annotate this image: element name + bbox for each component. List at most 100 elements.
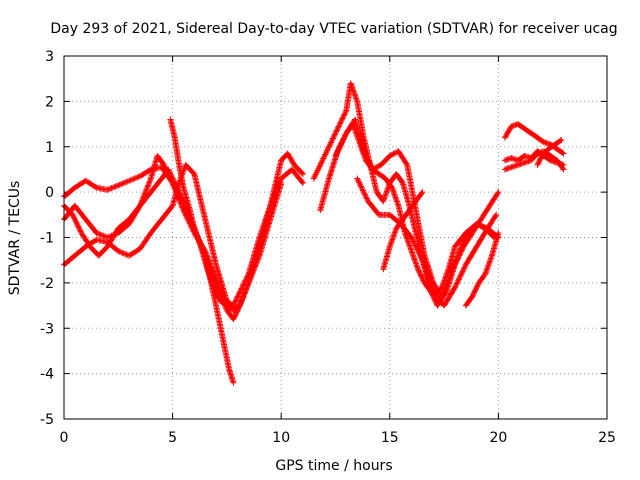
data-point [207, 276, 214, 283]
data-point [399, 178, 406, 185]
data-point [358, 183, 365, 190]
data-point [118, 249, 125, 256]
data-point [336, 143, 343, 150]
y-tick-label: -4 [40, 367, 54, 383]
x-axis-label: GPS time / hours [275, 458, 392, 474]
data-point [460, 267, 467, 274]
data-point [356, 179, 363, 186]
data-point [165, 170, 172, 177]
data-point [483, 266, 490, 273]
data-point [364, 156, 371, 163]
data-point [276, 179, 283, 186]
data-point [482, 269, 489, 276]
data-point [409, 235, 416, 242]
data-point [141, 190, 148, 197]
data-point [352, 94, 359, 101]
data-point [122, 179, 129, 186]
data-point [453, 281, 460, 288]
data-point [484, 265, 491, 272]
data-point [403, 234, 410, 241]
data-point [312, 171, 319, 178]
data-point [452, 257, 459, 264]
data-point [444, 278, 451, 285]
data-point [111, 231, 118, 238]
data-point [413, 245, 420, 252]
data-point [453, 280, 460, 287]
data-point [348, 83, 355, 90]
data-point [455, 250, 462, 257]
plot-frame [63, 55, 608, 420]
data-point [333, 127, 340, 134]
data-point [289, 158, 296, 165]
data-point [107, 233, 114, 240]
data-point [176, 194, 183, 201]
data-point [163, 167, 170, 174]
data-point [273, 187, 280, 194]
data-point [69, 211, 76, 218]
data-point [316, 163, 323, 170]
data-point [535, 159, 542, 166]
data-point [136, 203, 143, 210]
y-axis-label: SDTVAR / TECUs [7, 181, 23, 296]
data-point [365, 158, 372, 165]
data-point [414, 247, 421, 254]
series-track-e [167, 116, 306, 314]
data-point [361, 190, 368, 197]
series-track-o [534, 136, 565, 168]
data-point [275, 182, 282, 189]
x-tick-label: 15 [381, 430, 399, 446]
data-point [146, 178, 153, 185]
data-point [381, 195, 388, 202]
data-point [127, 177, 134, 184]
data-point [536, 158, 543, 165]
x-tick-label: 0 [60, 430, 69, 446]
data-point [193, 232, 200, 239]
data-point [245, 281, 252, 288]
data-point [167, 174, 174, 181]
data-point [286, 153, 293, 160]
data-point [232, 310, 239, 317]
data-point [177, 196, 184, 203]
data-point [495, 229, 502, 236]
data-point [135, 173, 142, 180]
data-point [409, 249, 416, 256]
data-point [503, 132, 510, 139]
data-point [269, 197, 276, 204]
data-point [341, 111, 348, 118]
y-tick-label: 2 [45, 94, 54, 110]
data-point [351, 89, 358, 96]
data-point [440, 288, 447, 295]
y-tick-label: 1 [45, 140, 54, 156]
x-tick-label: 5 [168, 430, 177, 446]
data-point [354, 176, 361, 183]
data-point [410, 253, 417, 260]
data-point [324, 146, 331, 153]
data-point [115, 248, 122, 255]
data-point [451, 260, 458, 267]
data-point [341, 134, 348, 141]
data-point [389, 236, 396, 243]
data-point [166, 173, 173, 180]
data-point [452, 283, 459, 290]
data-point [352, 92, 359, 99]
data-point [230, 316, 237, 323]
data-point [414, 263, 421, 270]
data-point [193, 231, 200, 238]
data-point [92, 183, 99, 190]
data-point [357, 182, 364, 189]
data-point [338, 140, 345, 147]
data-point [237, 299, 244, 306]
data-point [313, 170, 320, 177]
data-point [195, 236, 202, 243]
data-point [534, 161, 541, 168]
data-point [456, 275, 463, 282]
data-point [366, 159, 373, 166]
y-tick-label: -2 [40, 276, 54, 292]
data-point [506, 127, 513, 134]
data-point [342, 108, 349, 115]
data-point [196, 239, 203, 246]
data-point [455, 276, 462, 283]
data-points [61, 80, 567, 386]
data-point [119, 180, 126, 187]
data-point [339, 115, 346, 122]
